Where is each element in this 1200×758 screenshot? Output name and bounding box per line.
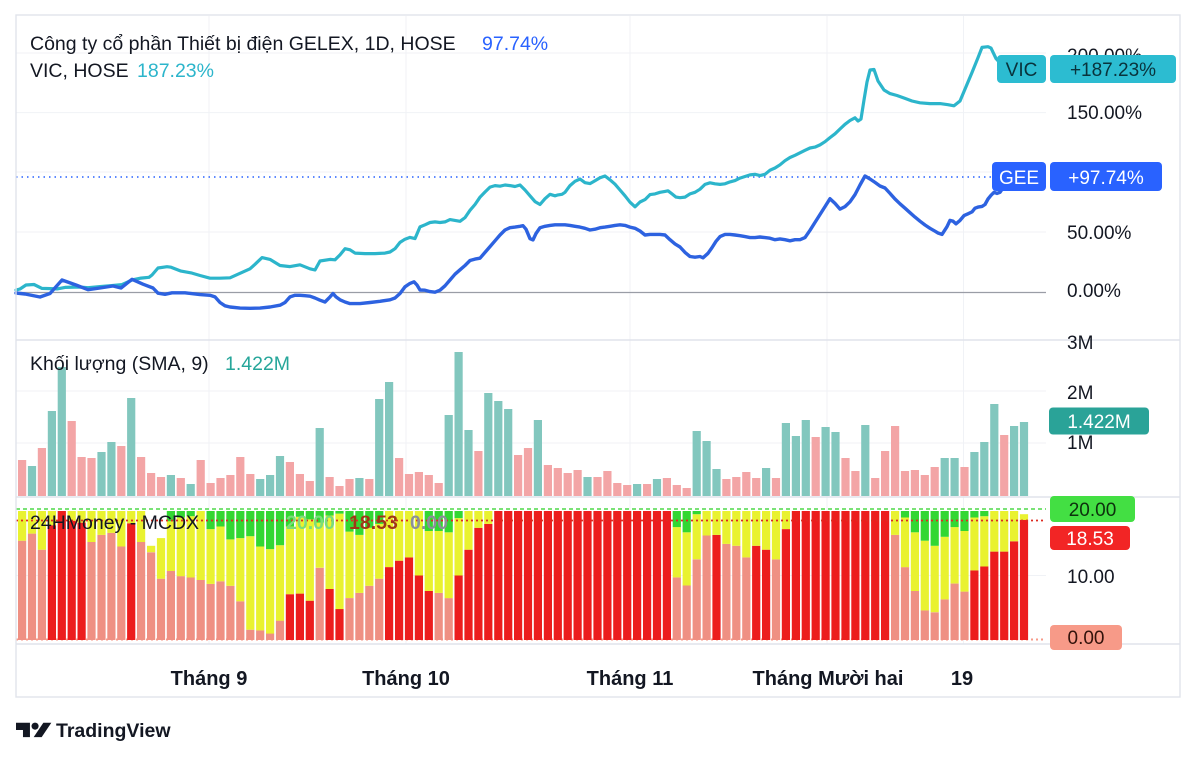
svg-text:VIC, HOSE: VIC, HOSE [30,60,129,82]
svg-text:GEE: GEE [999,168,1039,189]
svg-text:20.00: 20.00 [286,512,335,534]
svg-text:20.00: 20.00 [1069,500,1117,521]
svg-text:50.00%: 50.00% [1067,223,1132,244]
svg-text:10.00: 10.00 [1067,567,1115,588]
svg-text:150.00%: 150.00% [1067,103,1142,124]
svg-text:Khối lượng (SMA, 9): Khối lượng (SMA, 9) [30,353,209,375]
svg-text:2M: 2M [1067,383,1093,404]
svg-text:1.422M: 1.422M [225,353,290,375]
svg-text:97.74%: 97.74% [482,33,548,55]
svg-text:Công ty cổ phần Thiết bị điện: Công ty cổ phần Thiết bị điện GELEX, 1D,… [30,33,456,55]
svg-text:VIC: VIC [1006,60,1038,81]
svg-text:187.23%: 187.23% [137,60,214,82]
svg-text:Tháng 10: Tháng 10 [362,668,450,690]
svg-text:3M: 3M [1067,333,1093,354]
svg-text:+97.74%: +97.74% [1068,168,1144,189]
svg-text:0.00: 0.00 [1068,628,1105,649]
svg-text:0.00: 0.00 [410,512,448,534]
svg-text:Tháng Mười hai: Tháng Mười hai [753,668,904,690]
svg-text:18.53: 18.53 [349,512,398,534]
svg-text:19: 19 [951,668,973,690]
svg-text:24HMoney - MCDX: 24HMoney - MCDX [30,512,199,534]
svg-text:TradingView: TradingView [56,720,171,742]
svg-text:1M: 1M [1067,433,1093,454]
svg-text:1.422M: 1.422M [1067,412,1130,433]
svg-text:+187.23%: +187.23% [1070,60,1156,81]
svg-text:Tháng 11: Tháng 11 [587,668,674,690]
svg-text:Tháng 9: Tháng 9 [171,668,248,690]
svg-text:0.00%: 0.00% [1067,281,1121,302]
svg-text:18.53: 18.53 [1066,529,1114,550]
